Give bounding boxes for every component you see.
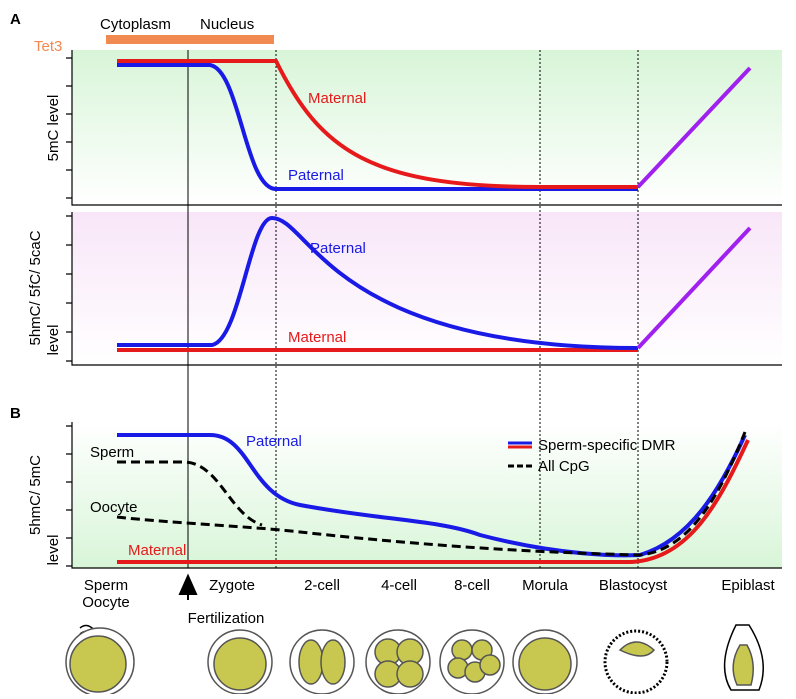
y-axis-label: 5mC level xyxy=(45,95,62,162)
curve-label: Maternal xyxy=(308,90,366,107)
y-axis-label: level xyxy=(45,535,62,566)
phase-label: Nucleus xyxy=(200,16,254,33)
stage-label: 2-cell xyxy=(304,577,340,594)
stage-label: Morula xyxy=(522,577,569,594)
y-axis-label: level xyxy=(45,325,62,356)
stage-label: Sperm xyxy=(84,577,128,594)
embryo-icons xyxy=(66,625,763,694)
y-axis-label: 5hmC/ 5fC/ 5caC xyxy=(27,230,44,345)
legend-label: Sperm-specific DMR xyxy=(538,437,676,454)
stage-label: Zygote xyxy=(209,577,255,594)
legend-label: All CpG xyxy=(538,458,590,475)
tet3-bar xyxy=(106,35,274,44)
stage-label: Fertilization xyxy=(188,610,265,627)
curve-label: Paternal xyxy=(310,240,366,257)
panel-label: B xyxy=(10,405,21,422)
stage-label: Blastocyst xyxy=(599,577,668,594)
stage-label: Epiblast xyxy=(721,577,775,594)
stage-label: Oocyte xyxy=(82,594,130,611)
curve-label: Oocyte xyxy=(90,499,138,516)
curve-label: Sperm xyxy=(90,444,134,461)
stage-label: 8-cell xyxy=(454,577,490,594)
y-axis-label: 5hmC/ 5mC xyxy=(27,455,44,535)
tet3-label: Tet3 xyxy=(34,38,62,55)
panel-label: A xyxy=(10,11,21,28)
curve-label: Paternal xyxy=(288,167,344,184)
fertilization-arrow xyxy=(180,576,196,600)
phase-label: Cytoplasm xyxy=(100,16,171,33)
curve-label: Paternal xyxy=(246,433,302,450)
curve-label: Maternal xyxy=(128,542,186,559)
stage-label: 4-cell xyxy=(381,577,417,594)
figure: A B Cytoplasm Nucleus Tet3 5mC level 5hm… xyxy=(0,0,796,694)
curve-label: Maternal xyxy=(288,329,346,346)
